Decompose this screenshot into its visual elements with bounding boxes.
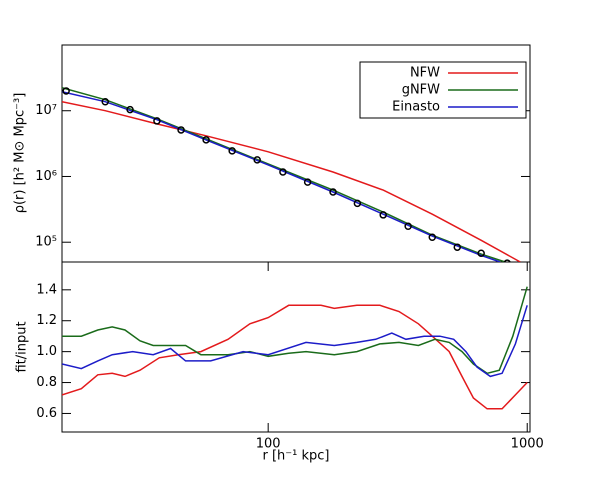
x-axis-label: r [h⁻¹ kpc] — [263, 449, 330, 464]
series-line — [62, 286, 528, 375]
input-point — [477, 249, 485, 257]
input-point — [153, 117, 161, 125]
y-axis-label: ρ(r) [h² M⊙ Mpc⁻³] — [13, 93, 28, 214]
legend-label: Einasto — [392, 100, 440, 115]
legend-label: gNFW — [402, 83, 440, 98]
y-tick-label: 1.0 — [36, 344, 57, 359]
y-tick-label: 10⁶ — [35, 169, 57, 184]
input-point — [503, 259, 511, 262]
input-point — [253, 156, 261, 164]
plot-area — [62, 286, 528, 410]
series-line — [62, 100, 521, 262]
y-tick-label: 10⁷ — [35, 103, 57, 118]
input-point — [177, 126, 185, 134]
series-line — [62, 304, 528, 410]
input-point — [62, 87, 70, 95]
y-tick-label: 0.8 — [36, 375, 57, 390]
input-point — [101, 97, 109, 106]
input-point — [353, 199, 362, 208]
input-point — [379, 211, 387, 219]
y-tick-label: 1.4 — [36, 282, 57, 297]
plot-area — [62, 86, 521, 262]
input-point — [228, 147, 236, 155]
x-tick-label: 1000 — [511, 437, 544, 452]
bottom-panel-frame — [61, 261, 531, 433]
x-tick-label: 100 — [256, 437, 281, 452]
series-line — [62, 90, 501, 262]
input-point — [453, 243, 462, 251]
y-axis-label: fit/input — [15, 321, 30, 372]
input-point — [202, 136, 210, 144]
y-tick-label: 10⁵ — [35, 235, 57, 250]
y-tick-label: 1.2 — [36, 313, 57, 328]
input-point — [428, 233, 437, 241]
y-tick-label: 0.6 — [36, 406, 57, 421]
input-point — [404, 222, 412, 230]
legend-label: NFW — [410, 66, 440, 81]
input-point — [126, 105, 134, 114]
input-point — [279, 168, 287, 176]
input-point — [329, 188, 337, 196]
input-point — [303, 178, 312, 186]
series-line — [62, 305, 528, 378]
